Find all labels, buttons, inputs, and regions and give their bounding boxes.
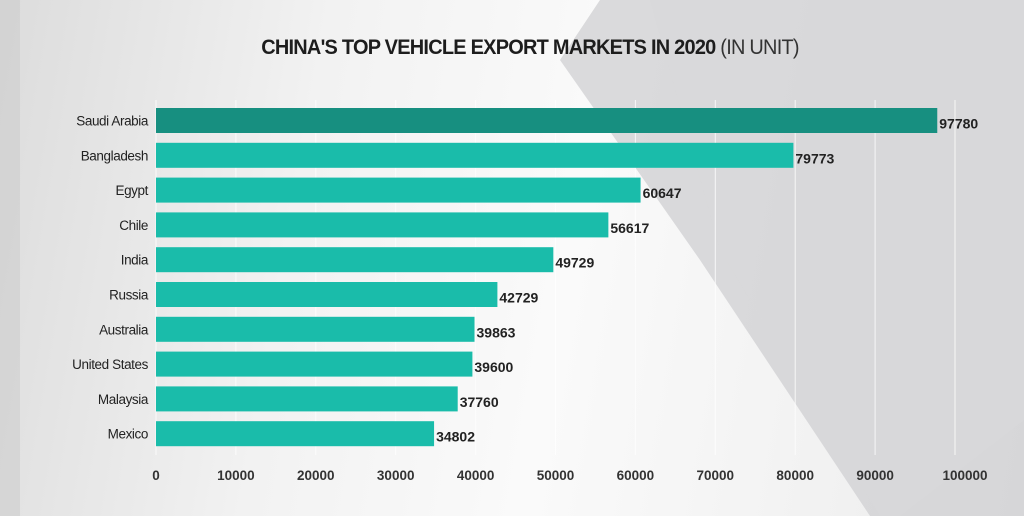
x-tick-label: 70000	[697, 468, 735, 483]
chart-title: CHINA'S TOP VEHICLE EXPORT MARKETS IN 20…	[27, 36, 1024, 60]
x-tick-label: 50000	[537, 468, 575, 483]
data-label: 39863	[477, 324, 516, 340]
category-label: Malaysia	[98, 392, 149, 407]
category-label: Egypt	[115, 183, 148, 198]
bar	[156, 177, 641, 203]
category-label: United States	[72, 357, 148, 372]
bar	[156, 247, 554, 273]
category-label: Mexico	[108, 427, 148, 442]
bar	[156, 351, 473, 377]
x-tick-label: 40000	[457, 468, 495, 483]
x-tick-label: 90000	[856, 468, 894, 483]
data-label: 39600	[474, 359, 513, 375]
data-label: 97780	[939, 116, 978, 132]
bar	[156, 108, 938, 133]
data-label: 49729	[555, 255, 594, 271]
bar	[156, 316, 475, 342]
x-tick-label: 60000	[617, 468, 655, 483]
data-label: 34802	[436, 429, 475, 445]
x-tick-label: 100000	[942, 468, 987, 483]
category-label: Australia	[99, 322, 149, 337]
bar	[156, 142, 794, 168]
x-tick-label: 80000	[776, 468, 814, 483]
data-label: 37760	[460, 394, 499, 410]
x-tick-label: 10000	[217, 468, 255, 483]
bar	[156, 421, 435, 447]
category-label: Russia	[109, 288, 149, 303]
category-label: Bangladesh	[81, 148, 148, 163]
x-tick-label: 0	[152, 468, 160, 483]
x-tick-label: 20000	[297, 468, 335, 483]
title-unit: (IN UNIT)	[720, 36, 799, 59]
x-tick-label: 30000	[377, 468, 415, 483]
category-label: Saudi Arabia	[76, 114, 149, 129]
title-text: CHINA'S TOP VEHICLE EXPORT MARKETS IN 20…	[261, 36, 716, 59]
data-label: 60647	[643, 185, 682, 201]
category-label: India	[121, 253, 149, 268]
category-label: Chile	[119, 218, 148, 233]
data-label: 42729	[499, 290, 538, 306]
data-label: 56617	[610, 220, 649, 236]
bar	[156, 282, 498, 307]
bar	[156, 212, 609, 238]
bar	[156, 386, 458, 412]
data-label: 79773	[795, 150, 834, 166]
